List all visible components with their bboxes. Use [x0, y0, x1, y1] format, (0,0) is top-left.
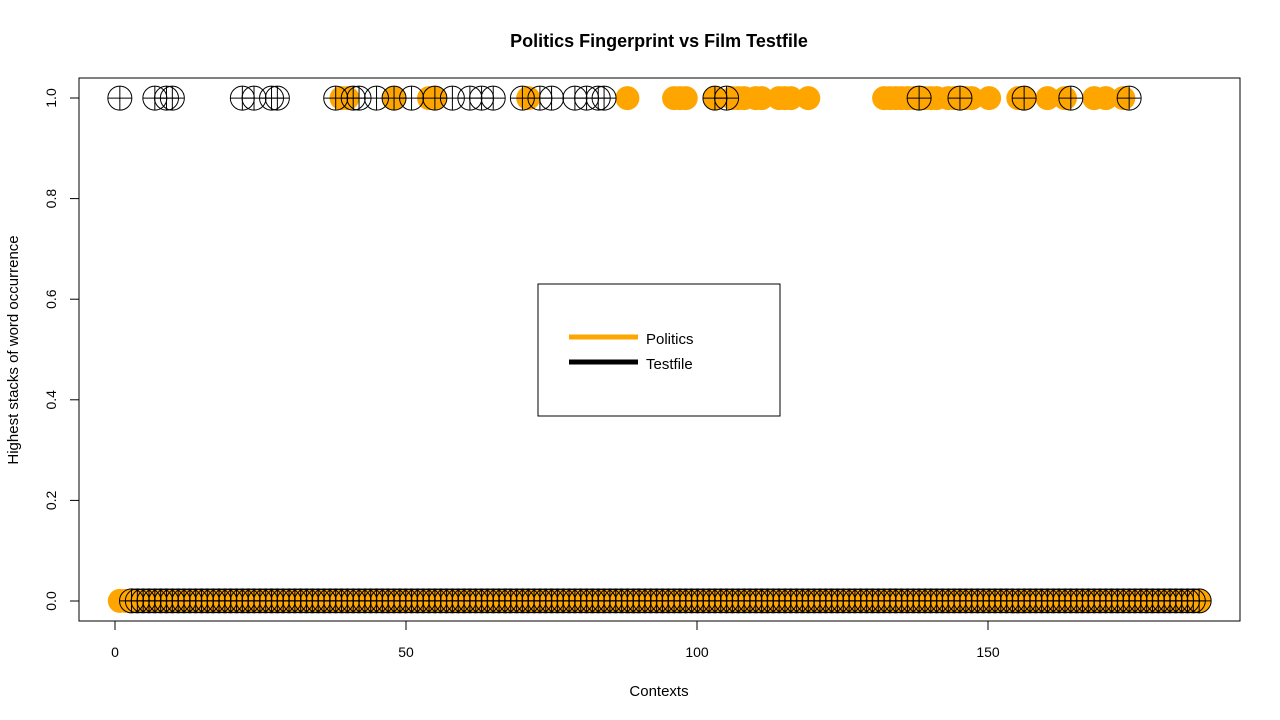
y-axis-label: Highest stacks of word occurrence: [5, 235, 22, 464]
x-axis-label: Contexts: [629, 683, 688, 700]
y-tick-label: 0.4: [43, 390, 59, 410]
testfile-point: [947, 85, 973, 111]
y-tick-label: 0.0: [43, 591, 59, 611]
testfile-point: [264, 85, 290, 111]
politics-point: [778, 86, 803, 111]
politics-point: [796, 86, 821, 111]
testfile-point: [399, 85, 425, 111]
politics-point: [749, 86, 774, 111]
legend-label-testfile: Testfile: [646, 356, 693, 373]
politics-point: [1035, 86, 1060, 111]
x-tick-label: 150: [976, 644, 1000, 660]
testfile-point: [1011, 85, 1037, 111]
testfile-point: [1116, 85, 1142, 111]
y-tick-label: 1.0: [43, 88, 59, 108]
x-tick-label: 0: [111, 644, 119, 660]
legend-box: [537, 283, 781, 417]
chart-title: Politics Fingerprint vs Film Testfile: [510, 31, 808, 51]
testfile-point: [714, 85, 740, 111]
testfile-point: [591, 85, 617, 111]
y-tick-label: 0.2: [43, 490, 59, 510]
testfile-point: [1186, 588, 1212, 614]
x-axis: 0 50 100 150: [111, 620, 1000, 660]
politics-point: [1093, 86, 1118, 111]
testfile-point: [906, 85, 932, 111]
x-tick-label: 50: [398, 644, 414, 660]
testfile-point: [539, 85, 565, 111]
testfile-point: [480, 85, 506, 111]
testfile-series: [107, 85, 1212, 614]
politics-point: [673, 86, 698, 111]
testfile-point: [107, 85, 133, 111]
y-axis: 0.0 0.2 0.4 0.6 0.8 1.0: [43, 88, 80, 611]
y-tick-label: 0.6: [43, 289, 59, 309]
legend-label-politics: Politics: [646, 331, 694, 348]
testfile-point: [1058, 85, 1084, 111]
politics-point: [977, 86, 1002, 111]
legend: Politics Testfile: [537, 283, 781, 417]
politics-point: [615, 86, 640, 111]
y-tick-label: 0.8: [43, 189, 59, 209]
x-tick-label: 100: [685, 644, 709, 660]
testfile-point: [159, 85, 185, 111]
